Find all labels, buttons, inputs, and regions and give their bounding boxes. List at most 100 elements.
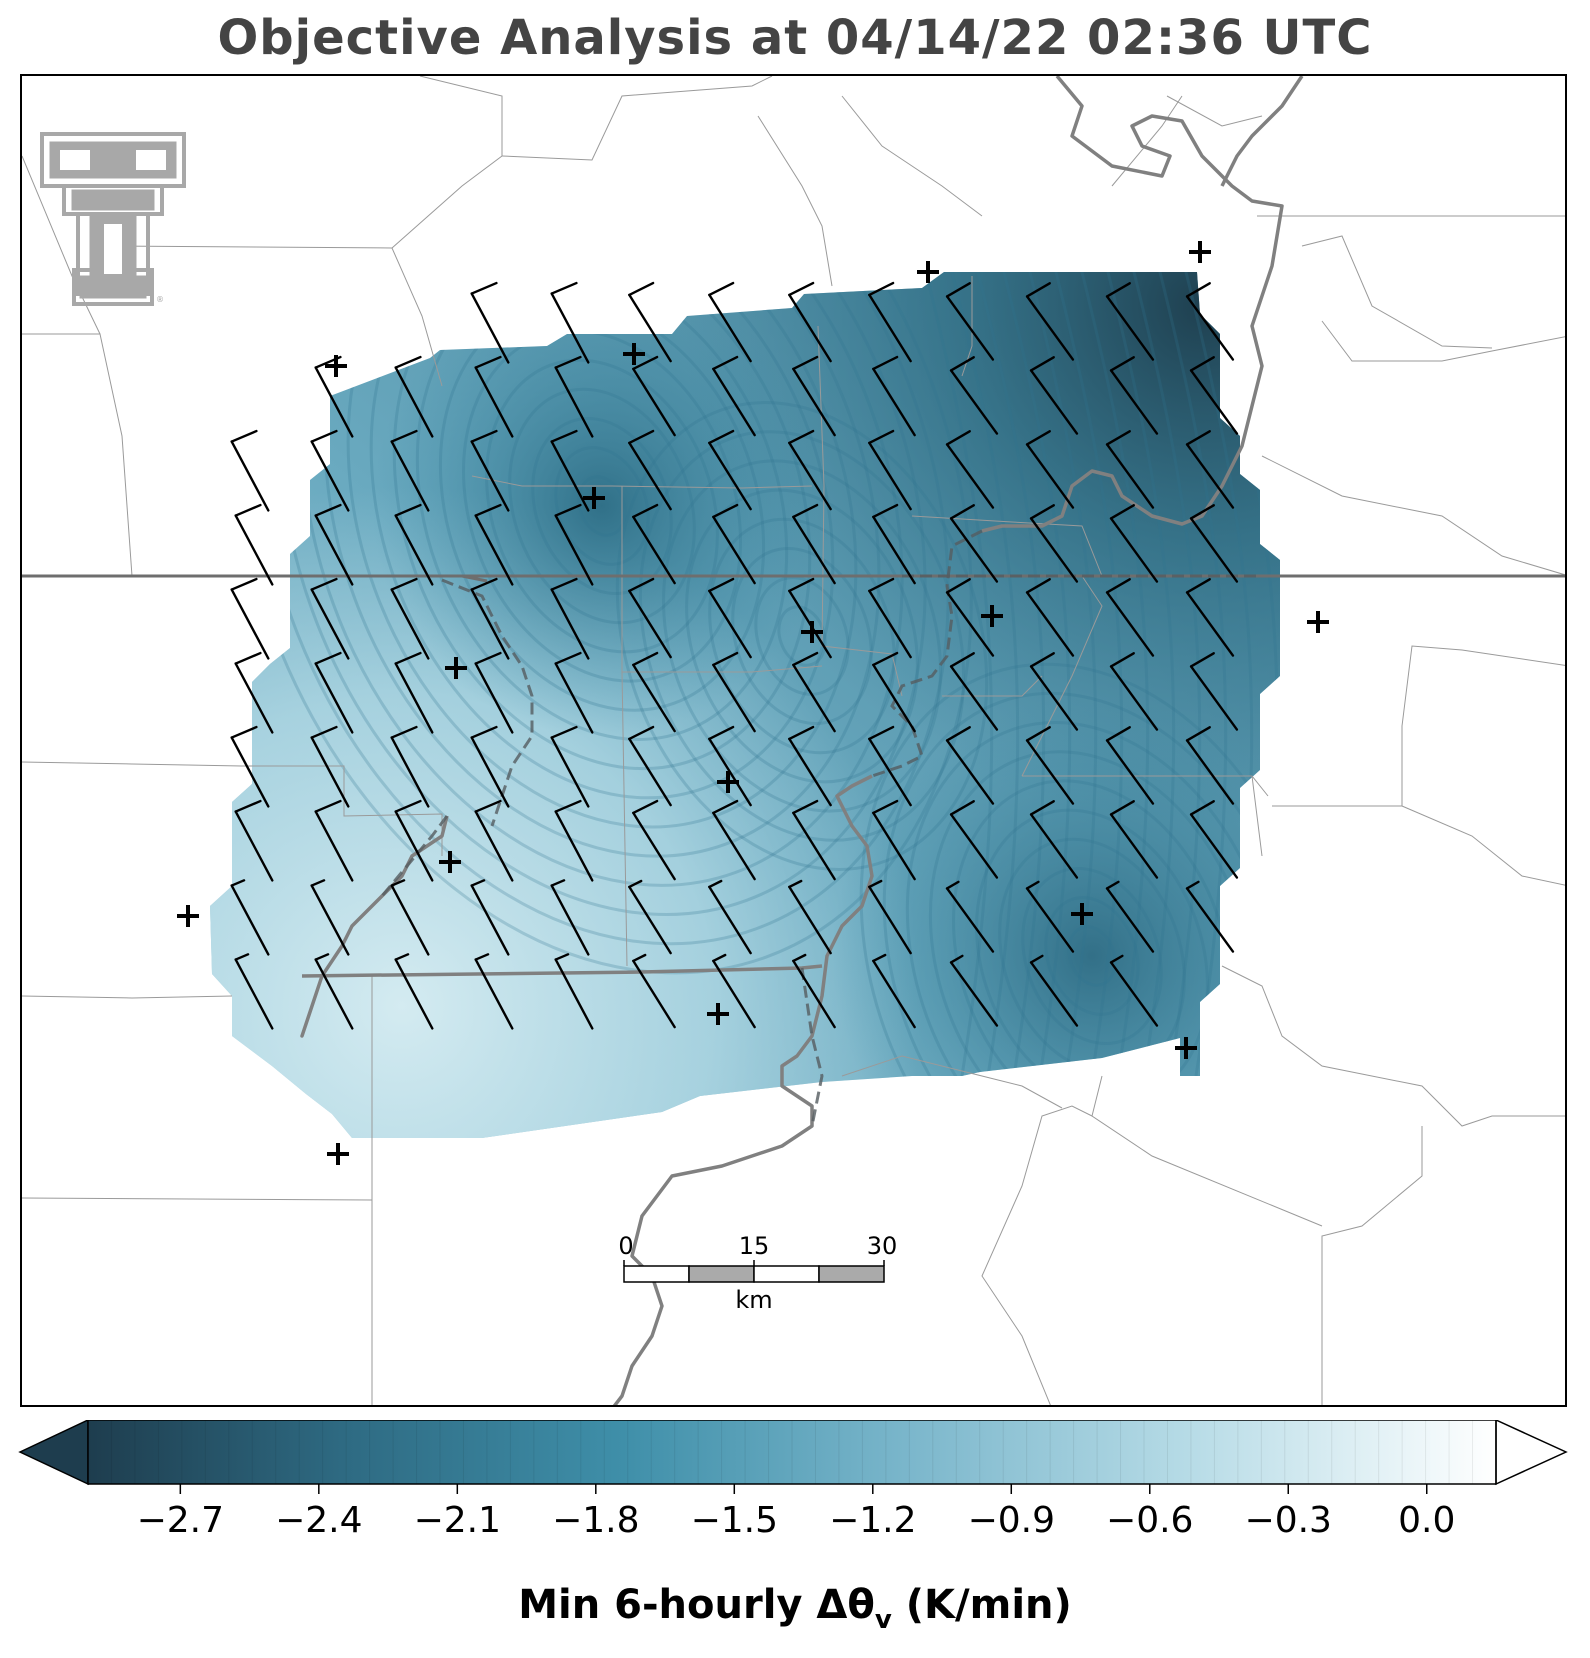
wind-barb: [949, 954, 999, 1027]
state-borders: [22, 574, 1565, 583]
wind-barb: [632, 799, 676, 881]
wind-barb: [712, 503, 756, 585]
wind-barb: [310, 577, 350, 660]
wind-barb: [1185, 578, 1235, 657]
wind-barb: [872, 651, 916, 733]
wind-barb: [1185, 282, 1235, 361]
scale-label-0: 0: [618, 1232, 633, 1260]
wind-barb: [1025, 430, 1075, 509]
station-marker: [439, 851, 461, 873]
colorbar-tick-label: −2.1: [414, 1500, 501, 1541]
wind-barb: [474, 355, 514, 438]
wind-barb: [310, 879, 350, 956]
wind-barb: [230, 725, 270, 808]
wind-barb: [945, 282, 995, 361]
rivers: [300, 76, 1304, 1405]
wind-barb: [1105, 726, 1155, 805]
station-marker: [707, 1003, 729, 1025]
wind-barb: [1109, 954, 1159, 1027]
station-marker: [325, 355, 347, 377]
wind-barb: [234, 953, 274, 1030]
wind-barb: [314, 503, 354, 586]
wind-barb: [1025, 880, 1075, 953]
wind-barb: [712, 355, 756, 437]
wind-barb: [1109, 504, 1159, 583]
wind-barb: [550, 879, 590, 956]
wind-barb: [554, 355, 594, 438]
wind-barb: [1105, 578, 1155, 657]
station-marker: [1307, 611, 1329, 633]
station-marker: [445, 657, 467, 679]
wind-barb: [788, 725, 832, 807]
wind-barb: [632, 355, 676, 437]
wind-barb: [868, 879, 912, 955]
wind-barb: [872, 953, 916, 1029]
map-title: Objective Analysis at 04/14/22 02:36 UTC: [217, 10, 1373, 66]
station-marker: [177, 905, 199, 927]
wind-barb: [792, 953, 836, 1029]
colorbar-tick-label: −1.5: [691, 1500, 778, 1541]
wind-barb: [792, 651, 836, 733]
station-marker: [717, 771, 739, 793]
colorbar-gradient: [88, 1420, 1496, 1484]
colorbar-tick-label: −2.4: [275, 1500, 362, 1541]
wind-barb: [394, 953, 434, 1030]
wind-barb: [945, 578, 995, 657]
wind-barb: [474, 651, 514, 734]
station-marker: [981, 605, 1003, 627]
station-marker: [623, 343, 645, 365]
map-panel[interactable]: ® 0 15 30 km: [20, 74, 1567, 1407]
colorbar-tick-label: −0.3: [1245, 1500, 1332, 1541]
colorbar-tick-label: −0.9: [968, 1500, 1055, 1541]
wind-barb: [474, 799, 514, 882]
wind-barb: [1185, 726, 1235, 805]
wind-barb: [550, 281, 590, 364]
wind-barb: [470, 281, 510, 364]
wind-barb: [1185, 880, 1235, 953]
wind-barb: [868, 577, 912, 659]
wind-barb: [628, 429, 672, 511]
wind-barb: [1029, 504, 1079, 583]
colorbar-tick-label: 0.0: [1398, 1500, 1455, 1541]
wind-barb: [632, 651, 676, 733]
wind-barb: [1109, 356, 1159, 435]
wind-barbs: [230, 281, 1239, 1030]
wind-barb: [872, 355, 916, 437]
wind-barb: [632, 503, 676, 585]
wind-barb: [554, 953, 594, 1030]
wind-barb: [712, 651, 756, 733]
station-marker: [327, 1143, 349, 1165]
wind-barb: [1029, 652, 1079, 731]
wind-barb: [394, 503, 434, 586]
wind-barb: [708, 577, 752, 659]
station-marker: [583, 487, 605, 509]
wind-barb: [712, 799, 756, 881]
wind-barb: [314, 953, 354, 1030]
wind-barb: [628, 725, 672, 807]
wind-barb: [632, 953, 676, 1029]
wind-barb: [949, 504, 999, 583]
wind-barb: [390, 429, 430, 512]
river-dashed: [380, 529, 1262, 1127]
wind-barb: [230, 577, 270, 660]
wind-barb: [945, 726, 995, 805]
colorbar: −2.7 −2.4 −2.1 −1.8 −1.5 −1.2 −0.9 −0.6 −0.3 0.0 …: [18, 1420, 1568, 1635]
station-marker: [917, 261, 939, 283]
wind-barb: [1029, 356, 1079, 435]
wind-barb: [628, 879, 672, 955]
wind-barb: [1105, 282, 1155, 361]
wind-barb: [788, 281, 832, 363]
map-canvas: ® 0 15 30 km: [22, 76, 1565, 1405]
wind-barb: [550, 725, 590, 808]
colorbar-tick-label: −2.7: [137, 1500, 224, 1541]
colorbar-tick-label: −1.2: [829, 1500, 916, 1541]
wind-barb: [234, 799, 274, 882]
wind-barb: [628, 281, 672, 363]
station-marker: [801, 621, 823, 643]
wind-barb: [1029, 800, 1079, 879]
station-markers: [177, 241, 1329, 1165]
wind-barb: [310, 429, 350, 512]
wind-barb: [554, 651, 594, 734]
scale-unit: km: [735, 1286, 772, 1314]
wind-barb: [708, 429, 752, 511]
